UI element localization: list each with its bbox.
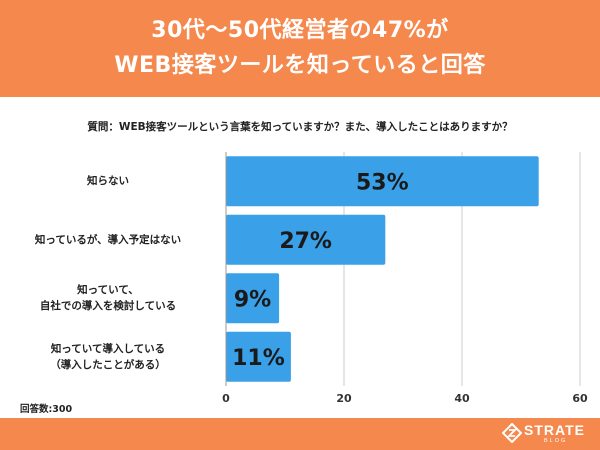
bar: [226, 156, 539, 207]
logo-text: STRATE: [524, 422, 585, 438]
chart-title-line2: WEB接客ツールを知っていると回答: [114, 53, 486, 78]
category-label-line: 知っていて、: [77, 284, 139, 297]
strate-logo: STRATE BLOG: [502, 421, 592, 447]
x-tick-label: 40: [454, 392, 470, 405]
bar-value-label: 53%: [356, 170, 409, 195]
bar: [226, 214, 386, 265]
strate-logo-icon: [502, 423, 522, 443]
x-tick-label: 60: [572, 392, 588, 405]
x-tick-label: 0: [222, 392, 230, 405]
category-label-line: 知っているが、導入予定はない: [34, 233, 182, 246]
title-banner: 30代〜50代経営者の47%が WEB接客ツールを知っていると回答: [0, 0, 600, 97]
bar-value-label: 9%: [234, 287, 271, 312]
footer-bar: [0, 418, 600, 450]
bar: [226, 331, 291, 382]
category-label-line: 知っていて導入している: [50, 342, 166, 355]
logo-subtext: BLOG: [544, 438, 568, 444]
category-label: 知っていて、自社での導入を検討している: [8, 282, 208, 314]
category-label: 知っていて導入している （導入したことがある）: [8, 341, 208, 373]
category-label: 知らない: [8, 173, 208, 189]
sample-size-note: 回答数:300: [20, 404, 73, 415]
category-label: 知っているが、導入予定はない: [8, 232, 208, 248]
category-label-line: 知らない: [87, 175, 129, 188]
x-tick-label: 20: [336, 392, 352, 405]
survey-question: 質問：WEB接客ツールという言葉を知っていますか？また、導入したことはありますか…: [87, 121, 513, 133]
category-label-line: （導入したことがある）: [50, 358, 166, 371]
category-label-line: 自社での導入を検討している: [39, 300, 177, 313]
bar-chart: 53% 27% 9% 11% 0 20 40 60: [222, 152, 588, 405]
bar-value-label: 27%: [279, 229, 332, 254]
bar: [226, 273, 280, 324]
bar-value-label: 11%: [232, 346, 285, 371]
chart-title-line1: 30代〜50代経営者の47%が: [151, 18, 449, 43]
